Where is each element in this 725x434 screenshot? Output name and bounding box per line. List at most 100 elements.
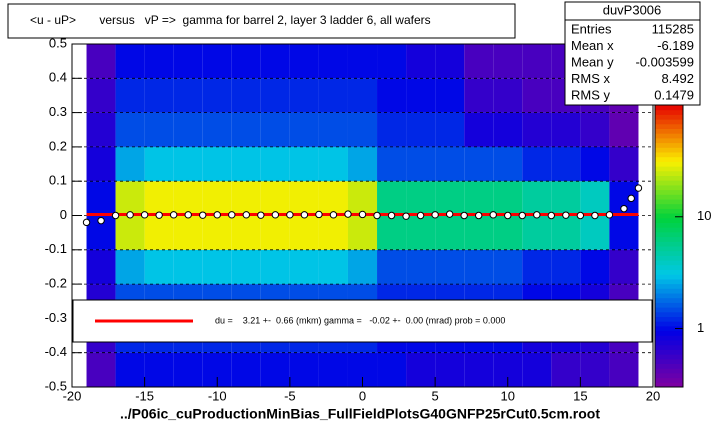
heatmap-cell [318,249,348,285]
profile-point [126,211,134,219]
colorbar-slice [655,217,683,223]
stats-value: 8.492 [661,71,694,86]
heatmap-cell [202,181,232,216]
heatmap-cell [173,352,203,387]
heatmap-cell [115,78,145,113]
heatmap-cell [318,112,348,147]
stats-label: RMS y [571,87,611,102]
profile-point [344,210,352,218]
y-tick-label: -0.3 [45,310,67,325]
colorbar-slice [655,293,683,299]
heatmap-cell [86,181,116,216]
heatmap-cell [115,112,145,147]
colorbar-slice [655,382,683,388]
heatmap-cell [522,181,552,216]
colorbar-slice [655,133,683,139]
y-tick-label: -0.2 [45,276,67,291]
heatmap-cell [493,78,523,113]
profile-point [445,210,454,218]
heatmap-cell [231,215,261,250]
heatmap-cell [406,44,436,79]
heatmap-cell [231,181,261,216]
x-tick-label: 15 [573,388,587,403]
heatmap-cell [115,181,145,216]
profile-point [533,211,541,219]
colorbar-slice [655,184,683,191]
y-tick-label: 0.5 [49,35,67,50]
heatmap-cell [86,249,116,285]
heatmap-cell [260,352,290,387]
heatmap-cell [231,146,261,182]
colorbar-slice [655,114,683,120]
profile-point [489,211,497,219]
heatmap-cell [115,146,145,182]
heatmap-cell [377,44,407,79]
colorbar-slice [655,231,683,238]
colorbar-slice [655,264,683,270]
x-tick-label: 20 [646,388,660,403]
colorbar-slice [655,316,683,322]
colorbar-slice [655,199,683,205]
heatmap-cell [144,112,174,147]
colorbar-slice [655,222,683,228]
colorbar-slice [655,246,683,252]
colorbar-slice [655,128,683,134]
z-tick-label: 1 [697,320,704,335]
colorbar-slice [655,203,683,209]
heatmap-cell [347,78,378,113]
heatmap-cell [464,249,494,285]
title-box [7,3,516,39]
heatmap-cell [493,146,523,182]
x-tick-label: -5 [284,388,296,403]
heatmap-cell [580,215,610,250]
profile-point [547,211,556,220]
profile-point [82,218,91,227]
heatmap-cell [202,112,232,147]
heatmap-cell [289,78,319,113]
profile-point [373,211,381,220]
heatmap-cell [289,352,319,387]
heatmap-cell [464,78,494,113]
stats-value: 0.1479 [654,87,694,102]
heatmap-cell [173,215,203,250]
colorbar-slice [655,335,683,341]
heatmap-cell [580,146,610,182]
profile-point [111,211,120,220]
stats-label: Mean y [571,54,614,69]
heatmap-cell [435,352,465,387]
heatmap-cell [289,44,319,79]
profile-point [257,211,265,219]
colorbar-slice [655,283,683,289]
heatmap-cell [435,78,465,113]
heatmap-cell [406,112,436,147]
heatmap-cell [347,181,378,216]
heatmap-cell [86,146,116,182]
heatmap-cell [260,78,290,113]
colorbar-slice [655,137,683,144]
heatmap-cell [551,249,581,285]
colorbar-slice [655,354,683,360]
colorbar-slice [655,297,683,303]
colorbar-slice [655,152,683,158]
stats-value: 115285 [652,21,694,36]
y-tick-label: 0.4 [49,70,67,85]
heatmap-cell [173,181,203,216]
heatmap-cell [435,215,465,250]
heatmap-cell [144,249,174,285]
heatmap-cell [493,112,523,147]
heatmap-cell [115,249,145,285]
heatmap-cell [493,249,523,285]
colorbar-slice [655,250,683,256]
heatmap-cell [260,112,290,147]
heatmap-cell [377,146,407,182]
heatmap-cell [144,146,174,182]
profile-point [184,211,192,219]
x-axis-label: ../P06ic_cuProductionMinBias_FullFieldPl… [120,406,600,422]
heatmap-cell [522,352,552,387]
heatmap-cell [406,352,436,387]
profile-point [155,211,163,219]
z-tick-label: 10 [697,208,711,223]
heatmap-cell [86,112,116,147]
chart-title: <u - uP> versus vP => gamma for barrel 2… [30,13,431,27]
